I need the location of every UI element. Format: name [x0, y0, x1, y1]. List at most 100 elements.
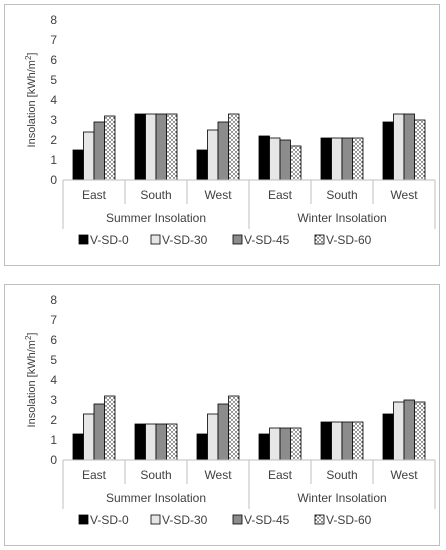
bar-v-sd-45 — [155, 113, 167, 181]
legend-swatch — [78, 514, 89, 525]
y-tick-label: 4 — [50, 93, 57, 107]
y-tick-label: 0 — [50, 453, 57, 467]
bar-v-sd-45 — [341, 137, 353, 181]
bar-v-sd-45 — [93, 121, 105, 181]
bar-v-sd-30 — [331, 421, 343, 461]
bar-v-sd-0 — [134, 113, 146, 181]
y-tick-label: 6 — [50, 53, 57, 67]
x-tick-label: South — [140, 468, 171, 482]
bar-v-sd-0 — [72, 433, 84, 461]
bar-v-sd-30 — [269, 137, 281, 181]
y-tick-label: 7 — [50, 313, 57, 327]
y-tick-label: 8 — [50, 13, 57, 27]
legend-swatch — [150, 514, 161, 525]
bar-v-sd-30 — [83, 413, 95, 461]
bar-v-sd-60 — [352, 421, 364, 461]
bar-v-sd-45 — [279, 427, 291, 461]
legend-swatch — [78, 234, 89, 245]
bar-v-sd-0 — [258, 135, 270, 181]
bar-v-sd-60 — [104, 115, 116, 181]
y-tick-label: 6 — [50, 333, 57, 347]
bar-v-sd-45 — [403, 113, 415, 181]
bar-v-sd-60 — [166, 113, 178, 181]
y-tick-label: 1 — [50, 433, 57, 447]
y-tick-label: 5 — [50, 353, 57, 367]
bar-v-sd-60 — [414, 401, 426, 461]
legend-swatch — [232, 514, 243, 525]
legend-label: V-SD-60 — [326, 513, 372, 527]
y-tick-label: 1 — [50, 153, 57, 167]
legend-swatch — [232, 234, 243, 245]
bar-v-sd-0 — [320, 421, 332, 461]
bar-v-sd-60 — [228, 113, 240, 181]
x-tick-label: East — [268, 468, 293, 482]
bar-v-sd-30 — [83, 131, 95, 181]
y-tick-label: 2 — [50, 133, 57, 147]
bar-v-sd-30 — [145, 113, 157, 181]
bar-v-sd-45 — [217, 403, 229, 461]
bar-v-sd-45 — [279, 139, 291, 181]
bar-v-sd-45 — [217, 121, 229, 181]
bar-v-sd-0 — [258, 433, 270, 461]
legend-label: V-SD-60 — [326, 233, 372, 247]
chart-panel-top: 0 1 2 3 4 5 6 7 8 Insolation [kWh/m2] East South Wes… — [4, 4, 440, 266]
bar-v-sd-30 — [269, 427, 281, 461]
y-tick-label: 0 — [50, 173, 57, 187]
group-label: Summer Insolation — [106, 491, 206, 505]
bar-v-sd-30 — [145, 423, 157, 461]
x-tick-label: East — [82, 468, 107, 482]
bar-v-sd-30 — [393, 113, 405, 181]
group-label: Winter Insolation — [297, 211, 386, 225]
bar-v-sd-60 — [352, 137, 364, 181]
x-tick-label: South — [326, 188, 357, 202]
x-tick-label: East — [268, 188, 293, 202]
bar-v-sd-30 — [207, 129, 219, 181]
bar-v-sd-0 — [320, 137, 332, 181]
y-tick-label: 3 — [50, 393, 57, 407]
y-axis-label: Insolation [kWh/m2] — [24, 333, 38, 428]
y-axis-label: Insolation [kWh/m2] — [24, 53, 38, 148]
group-label: Summer Insolation — [106, 211, 206, 225]
bar-v-sd-0 — [196, 149, 208, 181]
legend-label: V-SD-45 — [244, 513, 290, 527]
y-tick-label: 5 — [50, 73, 57, 87]
bar-v-sd-45 — [341, 421, 353, 461]
legend-swatch — [314, 514, 325, 525]
legend-label: V-SD-0 — [90, 233, 129, 247]
legend-label: V-SD-30 — [162, 233, 208, 247]
x-tick-label: South — [326, 468, 357, 482]
bar-v-sd-45 — [93, 403, 105, 461]
bar-v-sd-60 — [290, 427, 302, 461]
bar-v-sd-60 — [104, 395, 116, 461]
bar-v-sd-0 — [382, 121, 394, 181]
y-tick-label: 3 — [50, 113, 57, 127]
legend-label: V-SD-30 — [162, 513, 208, 527]
bar-v-sd-60 — [166, 423, 178, 461]
legend-label: V-SD-0 — [90, 513, 129, 527]
bar-v-sd-60 — [228, 395, 240, 461]
group-label: Winter Insolation — [297, 491, 386, 505]
bar-v-sd-0 — [72, 149, 84, 181]
legend-swatch — [150, 234, 161, 245]
legend-swatch — [314, 234, 325, 245]
x-tick-label: West — [204, 468, 232, 482]
y-tick-label: 8 — [50, 293, 57, 307]
x-tick-label: West — [390, 188, 418, 202]
x-tick-label: West — [390, 468, 418, 482]
bar-v-sd-30 — [331, 137, 343, 181]
chart-svg-top: 0 1 2 3 4 5 6 7 8 Insolation [kWh/m2] East South Wes… — [24, 13, 436, 247]
bar-v-sd-60 — [290, 145, 302, 181]
y-tick-label: 4 — [50, 373, 57, 387]
bar-v-sd-0 — [382, 413, 394, 461]
legend-label: V-SD-45 — [244, 233, 290, 247]
bar-v-sd-45 — [155, 423, 167, 461]
chart-svg-bottom: 0 1 2 3 4 5 6 7 8 Insolation [kWh/m2] East South Wes… — [24, 293, 436, 527]
x-tick-label: East — [82, 188, 107, 202]
x-tick-label: West — [204, 188, 232, 202]
bar-v-sd-30 — [393, 401, 405, 461]
bar-v-sd-45 — [403, 399, 415, 461]
bar-v-sd-30 — [207, 413, 219, 461]
x-tick-label: South — [140, 188, 171, 202]
bar-v-sd-0 — [196, 433, 208, 461]
bar-v-sd-60 — [414, 119, 426, 181]
